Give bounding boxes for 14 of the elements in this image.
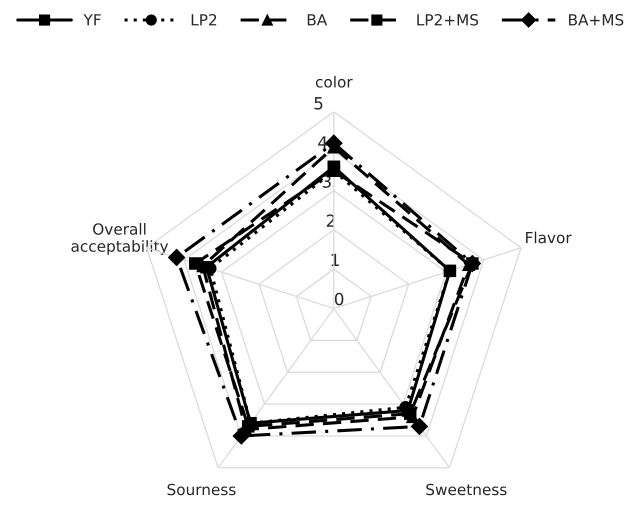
spoke-label: color [316, 76, 353, 88]
spoke-label: Sweetness [426, 484, 507, 496]
y-tick-label: 0 [334, 292, 344, 306]
legend-label: LP2 [192, 14, 216, 26]
legend-label: YF [83, 14, 101, 26]
spoke-label: Overall acceptability [71, 222, 168, 255]
y-tick-label: 4 [318, 136, 328, 148]
spoke-label: Sourness [168, 484, 236, 496]
y-tick-label: 5 [314, 97, 322, 110]
legend-label: BA [308, 14, 328, 26]
legend-label: BA+MS [569, 14, 624, 26]
legend-label: LP2+MS [417, 14, 478, 26]
y-tick-label: 1 [332, 254, 339, 266]
spoke-label: Flavor [526, 232, 572, 244]
